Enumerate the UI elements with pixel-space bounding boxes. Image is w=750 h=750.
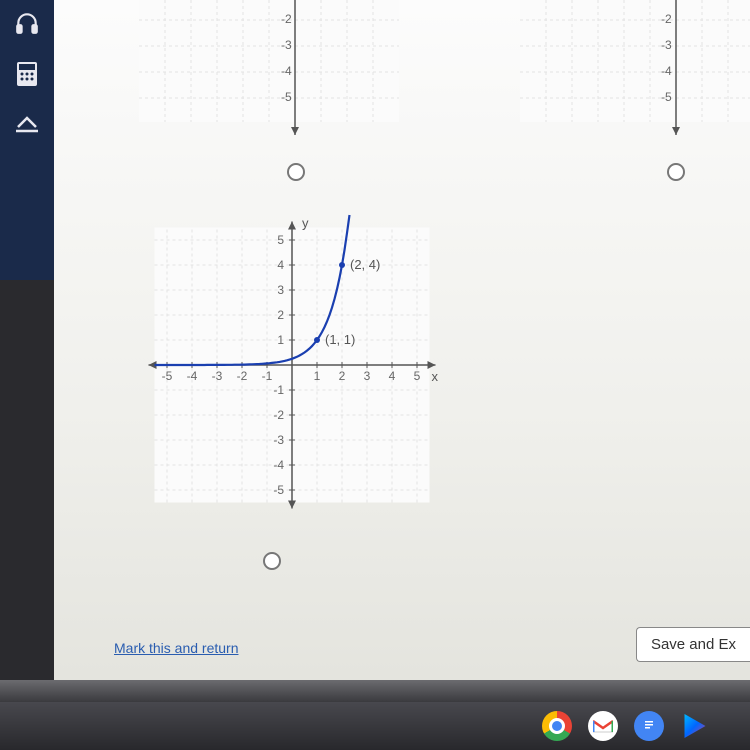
tick: -3	[281, 38, 292, 52]
svg-text:(1, 1): (1, 1)	[325, 332, 355, 347]
svg-text:-2: -2	[273, 408, 284, 422]
chrome-icon[interactable]	[542, 711, 572, 741]
partial-graph-left	[139, 0, 399, 150]
svg-text:3: 3	[277, 283, 284, 297]
svg-text:-4: -4	[273, 458, 284, 472]
svg-text:x: x	[432, 369, 439, 384]
svg-text:4: 4	[389, 369, 396, 383]
tick: -4	[281, 64, 292, 78]
svg-text:3: 3	[364, 369, 371, 383]
tick: -4	[661, 64, 672, 78]
tick: -5	[281, 90, 292, 104]
svg-text:2: 2	[277, 308, 284, 322]
chrome-shelf	[0, 702, 750, 750]
radio-option-3[interactable]	[263, 552, 281, 570]
partial-graph-right	[520, 0, 750, 150]
save-exit-button[interactable]: Save and Ex	[636, 627, 750, 662]
main-graph: -5 -4 -3 -2 -1 1 2 3 4 5 -5 -4 -3 -2 -1 1 2 3 4 5 y x (1, 1) (2…	[122, 210, 462, 530]
svg-text:5: 5	[277, 233, 284, 247]
svg-text:-1: -1	[273, 383, 284, 397]
collapse-icon[interactable]	[14, 112, 40, 140]
svg-text:1: 1	[314, 369, 321, 383]
tick: -3	[661, 38, 672, 52]
radio-option-2[interactable]	[667, 163, 685, 181]
tick: -2	[281, 12, 292, 26]
svg-text:-4: -4	[187, 369, 198, 383]
svg-text:-1: -1	[262, 369, 273, 383]
content-area: -2 -3 -4 -5 -2 -3 -4 -5 -5-4-3-2-112345-…	[54, 0, 750, 680]
docs-icon[interactable]	[634, 711, 664, 741]
tick: -5	[661, 90, 672, 104]
svg-text:y: y	[302, 216, 309, 231]
gmail-icon[interactable]	[588, 711, 618, 741]
calculator-icon[interactable]	[15, 61, 39, 94]
svg-text:-3: -3	[273, 433, 284, 447]
mark-return-link[interactable]: Mark this and return	[114, 640, 239, 656]
svg-text:-5: -5	[273, 483, 284, 497]
svg-text:4: 4	[277, 258, 284, 272]
play-icon[interactable]	[680, 711, 710, 741]
svg-text:(2, 4): (2, 4)	[350, 257, 380, 272]
svg-text:1: 1	[277, 333, 284, 347]
radio-option-1[interactable]	[287, 163, 305, 181]
headphones-icon[interactable]	[14, 10, 40, 43]
tool-sidebar	[0, 0, 54, 280]
svg-text:5: 5	[414, 369, 421, 383]
svg-text:2: 2	[339, 369, 346, 383]
desk-edge	[0, 680, 750, 702]
svg-text:-5: -5	[162, 369, 173, 383]
svg-text:-3: -3	[212, 369, 223, 383]
svg-text:-2: -2	[237, 369, 248, 383]
tick: -2	[661, 12, 672, 26]
